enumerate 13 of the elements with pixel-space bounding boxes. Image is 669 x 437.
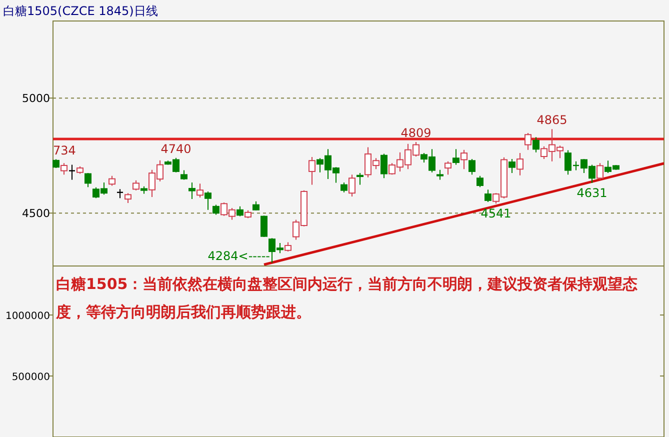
annotation: 4865 [536,113,568,128]
y-tick-label: 4500 [22,207,50,220]
annotation: 4631 [576,186,608,200]
annotation: 4284<----- [208,248,270,263]
text: 1000000 [5,311,50,322]
annotation: 4541 [480,206,512,221]
text: 白糖1505：当前依然在横向盘整区间内运行，当前方向不明朗，建议投资者保持观望态度，等待方向明朗后我们再顺势跟进。 [56,274,639,323]
chart-title: 白糖1505(CZCE 1845)日线 [3,4,158,18]
annotation: 4809 [400,126,432,140]
annotation: 734 [53,143,76,158]
annotation: 4740 [160,142,192,156]
y-tick-label: 5000 [22,92,50,106]
text: 500000 [12,372,50,383]
